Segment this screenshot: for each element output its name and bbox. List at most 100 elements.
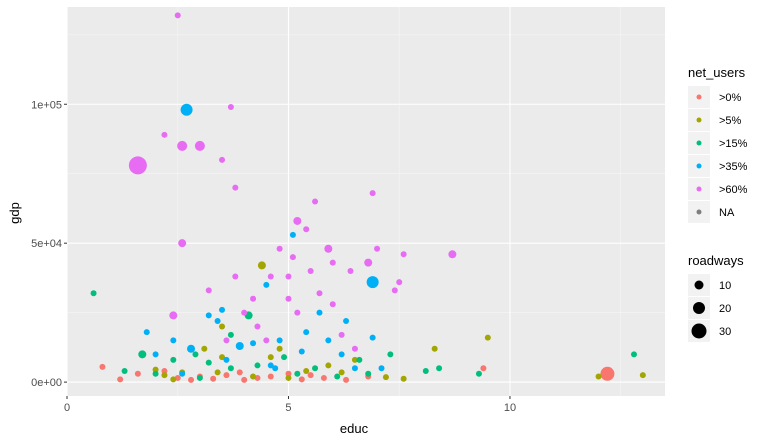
- x-axis-ticks: 0 5 10: [64, 396, 516, 414]
- data-point: [267, 362, 274, 369]
- data-point: [396, 279, 403, 286]
- data-point: [219, 306, 226, 313]
- legend-entry-label: >15%: [719, 138, 748, 150]
- legend-entry-label: >0%: [719, 92, 742, 104]
- data-point: [312, 198, 319, 205]
- legend-entry-label: 10: [719, 280, 731, 292]
- data-point: [382, 374, 389, 381]
- data-point: [307, 267, 314, 274]
- data-point: [303, 329, 310, 336]
- data-point: [276, 345, 283, 352]
- data-point: [170, 376, 177, 383]
- data-point: [205, 287, 212, 294]
- legend-entry-label: >5%: [719, 115, 742, 127]
- data-point: [161, 131, 168, 138]
- data-point: [152, 351, 159, 358]
- data-point: [267, 354, 274, 361]
- data-point: [250, 340, 257, 347]
- data-point: [219, 354, 226, 361]
- data-point: [475, 370, 482, 377]
- data-point: [343, 317, 350, 324]
- grid-major: [66, 7, 665, 396]
- data-point: [289, 231, 296, 238]
- data-point: [369, 190, 376, 197]
- data-point: [364, 258, 373, 267]
- data-point: [143, 329, 150, 336]
- data-point: [227, 365, 234, 372]
- data-point: [400, 251, 407, 258]
- legend-entry-label: NA: [719, 207, 735, 219]
- data-point: [374, 245, 381, 252]
- data-point: [338, 369, 345, 376]
- data-point: [235, 341, 244, 350]
- data-point: [391, 287, 398, 294]
- data-point: [365, 370, 372, 377]
- legend-entry-label: >60%: [719, 184, 748, 196]
- grid-minor: [67, 7, 665, 396]
- data-point: [196, 374, 203, 381]
- data-point: [334, 373, 341, 380]
- data-point: [281, 354, 288, 361]
- data-point: [325, 337, 332, 344]
- data-point: [241, 376, 248, 383]
- data-point: [343, 376, 350, 383]
- data-point: [387, 351, 394, 358]
- y-tick-label: 5e+04: [31, 238, 62, 250]
- data-point: [298, 376, 305, 383]
- data-point: [254, 323, 261, 330]
- color-legend: net_users >0% >5% >15% >35% >60% NA: [688, 65, 748, 223]
- data-point: [436, 365, 443, 372]
- x-tick-label: 5: [285, 402, 291, 414]
- data-point: [351, 365, 358, 372]
- data-point: [161, 372, 168, 379]
- data-point: [267, 373, 274, 380]
- data-point: [320, 374, 327, 381]
- data-point: [214, 317, 221, 324]
- data-point: [194, 140, 205, 151]
- legend-entry-label: 30: [719, 326, 731, 338]
- data-point: [484, 334, 491, 341]
- data-point: [138, 350, 147, 359]
- data-point: [169, 311, 178, 320]
- data-point: [351, 356, 358, 363]
- data-point: [254, 362, 261, 369]
- data-point: [223, 356, 230, 363]
- data-point: [219, 323, 226, 330]
- data-point: [307, 372, 314, 379]
- data-point: [480, 365, 487, 372]
- data-point: [369, 334, 376, 341]
- data-point: [338, 351, 345, 358]
- legend-key-swatch: [696, 140, 702, 146]
- legend-key-swatch: [696, 94, 702, 100]
- data-point: [257, 261, 266, 270]
- data-point: [276, 245, 283, 252]
- data-point: [219, 156, 226, 163]
- data-point: [152, 370, 159, 377]
- data-point: [347, 267, 354, 274]
- x-tick-label: 10: [504, 402, 516, 414]
- data-point: [192, 351, 199, 358]
- data-point: [232, 184, 239, 191]
- data-point: [600, 366, 615, 381]
- data-point: [294, 370, 301, 377]
- data-point: [170, 337, 177, 344]
- data-point: [422, 367, 429, 374]
- data-point: [232, 273, 239, 280]
- legend-size-swatch: [691, 323, 707, 339]
- data-point: [272, 365, 279, 372]
- data-point: [329, 259, 336, 266]
- y-axis-title: gdp: [7, 202, 22, 224]
- legend-size-swatch: [693, 302, 705, 314]
- legend-key-swatch: [696, 186, 702, 192]
- legend-entry-label: >35%: [719, 161, 748, 173]
- data-points: [90, 12, 646, 383]
- data-point: [285, 374, 292, 381]
- data-point: [201, 345, 208, 352]
- data-point: [205, 312, 212, 319]
- data-point: [294, 309, 301, 316]
- data-point: [285, 273, 292, 280]
- data-point: [298, 348, 305, 355]
- color-legend-title: net_users: [688, 65, 746, 80]
- legend-key-swatch: [696, 117, 702, 123]
